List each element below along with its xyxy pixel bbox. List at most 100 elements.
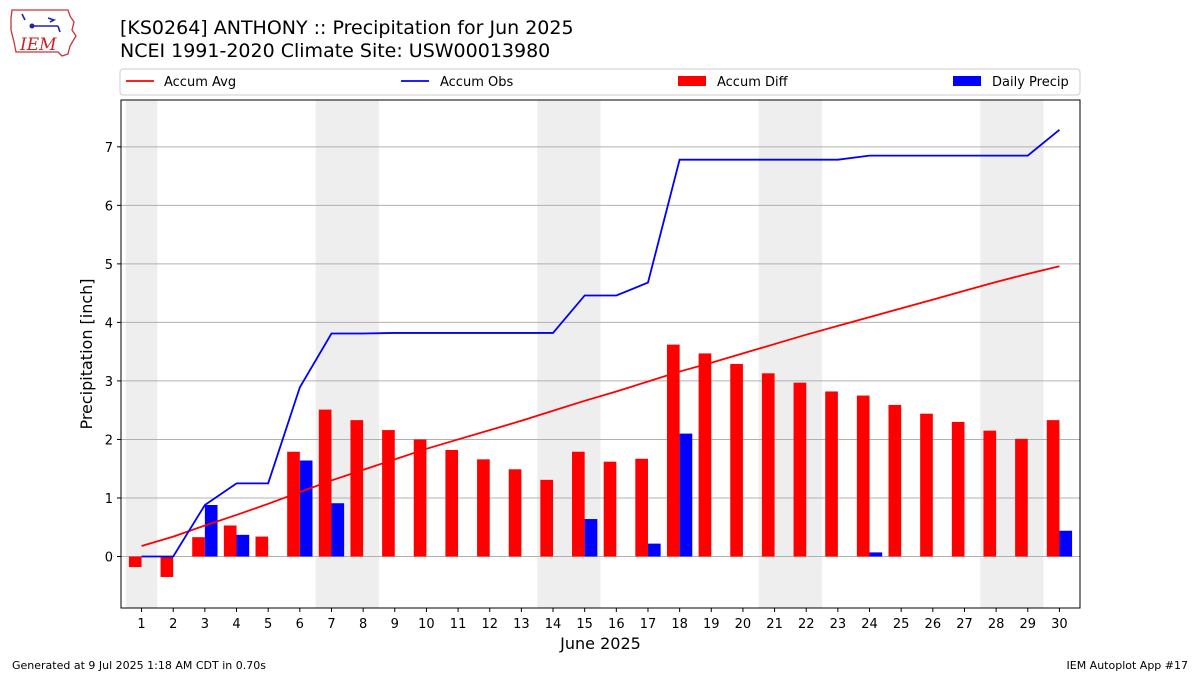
x-tick-label: 24 [861,617,878,632]
x-tick-label: 16 [608,617,625,632]
weekend-shade [980,100,1044,608]
accum-diff-bar [413,439,427,557]
accum-diff-bar [793,382,807,557]
weekend-shade [125,100,158,608]
x-tick-label: 21 [766,617,783,632]
daily-precip-bar [299,460,313,557]
accum-diff-bar [983,430,997,557]
daily-precip-bar [647,543,661,557]
plot-frame [120,99,1081,609]
weekend-shade [758,100,823,608]
x-tick-label: 25 [893,617,910,632]
x-tick-label: 18 [671,617,688,632]
x-tick-label: 29 [1020,617,1037,632]
accum-diff-bar [635,458,648,557]
daily-precip-bar [331,503,345,557]
accum-diff-bar [160,556,174,577]
x-tick-label: 2 [169,617,177,632]
daily-precip-bar [679,433,693,557]
accum-diff-bar [540,479,554,557]
accum-avg-line [141,265,1060,547]
x-tick-label: 30 [1051,617,1068,632]
legend-box [119,68,1081,96]
accum-diff-bar [128,556,142,568]
accum-diff-bar [761,373,775,557]
accum-diff-bar [856,395,870,557]
line-series [141,129,1060,558]
bar-series [128,344,1073,577]
x-tick-label: 12 [481,617,498,632]
accum-diff-bar [255,536,269,557]
x-tick-label: 5 [264,617,272,632]
accum-diff-bar [1046,420,1060,557]
daily-precip-bar [236,534,250,557]
x-tick-label: 28 [988,617,1005,632]
x-tick-label: 26 [925,617,942,632]
accum-diff-bar [888,404,902,557]
footer-app: IEM Autoplot App #17 [1066,659,1189,672]
x-tick-label: 3 [201,617,209,632]
y-tick-label: 1 [105,492,113,507]
x-tick-label: 27 [956,617,973,632]
x-tick-label: 4 [232,617,240,632]
accum-diff-bar [508,469,522,557]
accum-diff-bar [730,363,743,557]
accum-diff-bar [477,459,490,557]
accum-diff-bar [698,353,712,557]
x-tick-label: 17 [640,617,657,632]
accum-diff-bar [445,449,459,557]
logo-text: IEM [19,35,57,55]
accum-diff-bar [382,430,395,557]
weekend-shade [315,100,379,608]
x-tick-label: 13 [513,617,530,632]
grid-lines [121,146,1080,557]
y-tick-label: 4 [105,316,113,331]
accum-obs-line [141,129,1060,558]
y-tick-label: 2 [105,433,113,448]
legend-swatch-accum-diff [678,76,706,86]
iem-logo: IEM [10,9,77,57]
weekend-shading [125,100,1044,608]
y-tick-label: 7 [105,141,113,156]
x-axis-label: June 2025 [559,634,641,653]
x-tick-label: 6 [296,617,304,632]
accum-diff-bar [350,420,364,557]
daily-precip-bar [584,519,598,557]
accum-diff-bar [825,391,838,557]
daily-precip-bar [204,504,218,557]
accum-diff-bar [666,344,680,557]
x-tick-label: 15 [576,617,593,632]
x-tick-label: 14 [545,617,562,632]
legend-label-accum-diff: Accum Diff [717,75,789,90]
accum-diff-bar [318,409,332,557]
x-tick-label: 9 [391,617,399,632]
accum-diff-bar [920,413,933,557]
daily-precip-bar [1059,530,1073,557]
accum-diff-bar [287,451,300,557]
x-tick-label: 19 [703,617,720,632]
x-tick-label: 22 [798,617,815,632]
legend-label-daily-precip: Daily Precip [992,75,1069,90]
y-axis-label: Precipitation [inch] [77,278,96,429]
accum-diff-bar [603,461,617,557]
accum-diff-bar [951,421,965,557]
accum-diff-bar [192,537,205,557]
legend: Accum Avg Accum Obs Accum Diff Daily Precip [119,68,1081,96]
x-tick-label: 10 [418,617,435,632]
footer-generated: Generated at 9 Jul 2025 1:18 AM CDT in 0… [12,659,266,672]
chart-subtitle: NCEI 1991-2020 Climate Site: USW00013980 [120,40,551,62]
legend-label-accum-avg: Accum Avg [164,75,236,90]
x-tick-label: 20 [735,617,752,632]
x-tick-label: 1 [137,617,145,632]
x-tick-label: 11 [450,617,467,632]
accum-diff-bar [572,451,585,557]
x-tick-label: 23 [830,617,847,632]
weekend-shade [537,100,601,608]
daily-precip-bar [869,552,883,557]
y-tick-label: 6 [105,199,113,214]
legend-label-accum-obs: Accum Obs [440,75,513,90]
y-tick-label: 5 [105,258,113,273]
y-tick-label: 3 [105,375,113,390]
chart-title: [KS0264] ANTHONY :: Precipitation for Ju… [120,17,574,39]
